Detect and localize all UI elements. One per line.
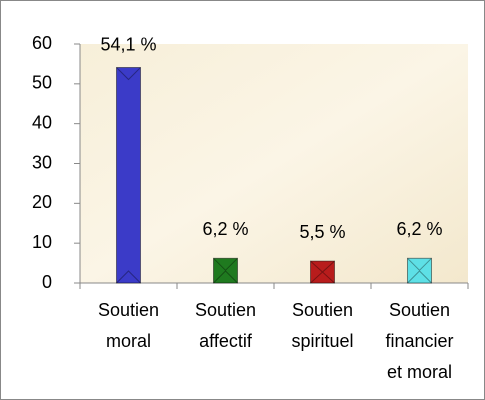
x-tick-label-line: financier — [385, 331, 453, 351]
x-tick-label-line: spirituel — [291, 331, 353, 351]
y-tick-label: 40 — [32, 112, 52, 132]
y-tick-label: 30 — [32, 152, 52, 172]
x-tick-label-line: Soutien — [292, 300, 353, 320]
y-tick-label: 0 — [42, 272, 52, 292]
bar-bevel — [407, 257, 432, 284]
x-tick-label: Soutien financier et moral — [385, 300, 453, 382]
x-tick-label-line: affectif — [199, 331, 253, 351]
value-label: 5,5 % — [299, 222, 345, 242]
value-label: 54,1 % — [100, 34, 156, 54]
value-label: 6,2 % — [396, 219, 442, 239]
plot-area — [80, 44, 468, 283]
x-tick-label-line: Soutien — [195, 300, 256, 320]
y-tick-label: 10 — [32, 232, 52, 252]
x-tick-label: Soutien affectif — [195, 300, 256, 351]
x-tick-label-line: Soutien — [98, 300, 159, 320]
y-tick-label: 20 — [32, 192, 52, 212]
bar-bevel — [310, 260, 335, 284]
x-tick-label-line: Soutien — [389, 300, 450, 320]
bar — [407, 257, 432, 284]
value-label: 6,2 % — [202, 219, 248, 239]
bar-bevel — [213, 257, 238, 284]
y-tick-label: 60 — [32, 33, 52, 53]
x-tick-label: Soutien moral — [98, 300, 159, 351]
bar — [116, 67, 141, 284]
bar-bevel — [116, 67, 141, 284]
x-tick-label-line: et moral — [387, 362, 452, 382]
x-tick-label: Soutien spirituel — [291, 300, 353, 351]
bar — [310, 260, 335, 284]
y-tick-label: 50 — [32, 73, 52, 93]
bar — [213, 257, 238, 284]
x-tick-label-line: moral — [106, 331, 151, 351]
